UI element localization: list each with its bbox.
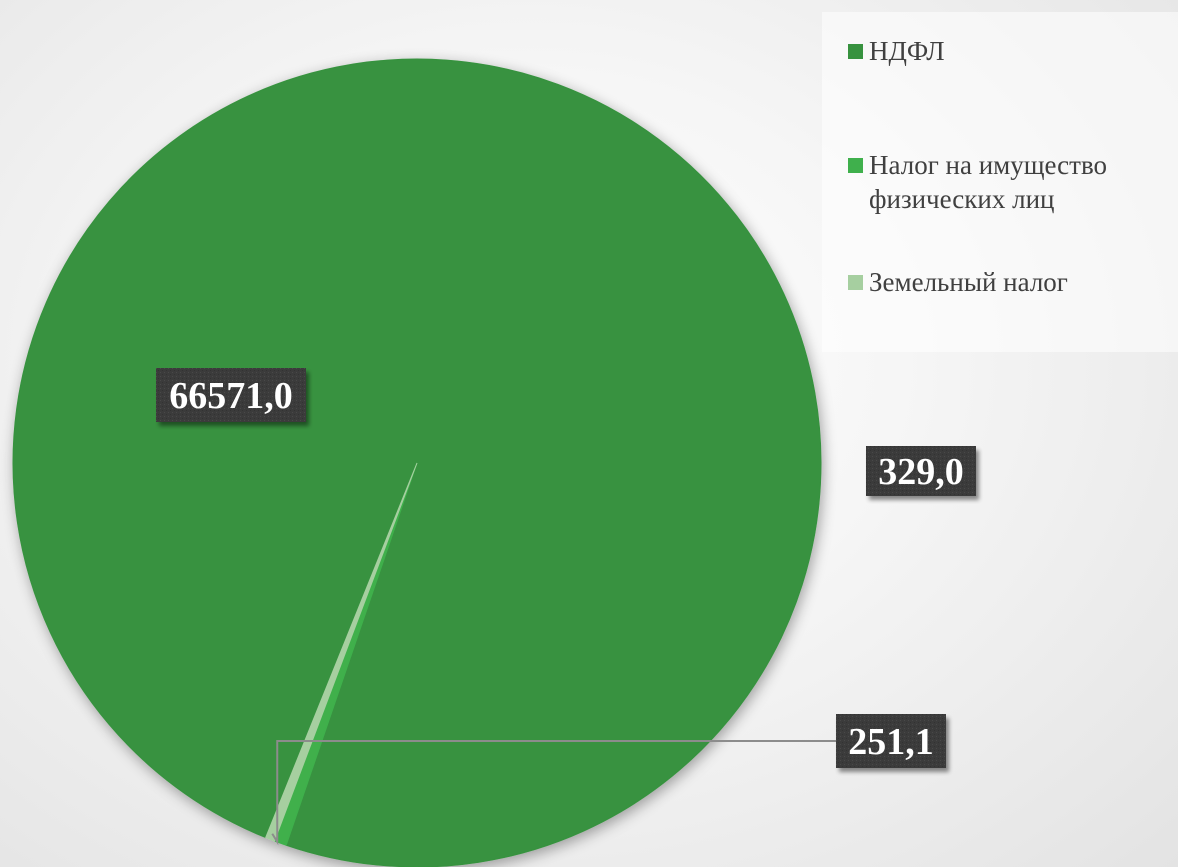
legend-swatch-land-tax: [848, 275, 863, 290]
slice-land-tax: [265, 462, 418, 842]
pie-slices: [12, 58, 822, 867]
leader-lines: [271, 740, 836, 846]
legend-item-land-tax: Земельный налог: [848, 265, 1169, 299]
data-labels: 66571,0 329,0 251,1: [156, 368, 976, 768]
legend-item-ndfl: НДФЛ: [848, 34, 1169, 68]
leader-line-land-tax: [271, 740, 836, 846]
legend-swatch-property-tax: [848, 158, 863, 173]
data-label-property-tax: 329,0: [866, 446, 976, 496]
data-label-land-tax-text: 251,1: [848, 721, 934, 763]
legend-label-property-tax: Налог на имущество физических лиц: [869, 150, 1108, 214]
legend-label-ndfl: НДФЛ: [869, 36, 945, 66]
data-label-ndfl: 66571,0: [156, 368, 306, 422]
legend-label-land-tax: Земельный налог: [869, 267, 1068, 297]
data-label-land-tax: 251,1: [836, 714, 946, 768]
legend-item-property-tax: Налог на имущество физических лиц: [848, 148, 1159, 216]
data-label-ndfl-text: 66571,0: [169, 375, 293, 417]
data-label-property-tax-text: 329,0: [878, 451, 964, 493]
data-label-property-tax-box: [866, 446, 976, 496]
data-label-ndfl-box: [156, 368, 306, 422]
data-label-land-tax-box: [836, 714, 946, 768]
legend-swatch-ndfl: [848, 44, 863, 59]
legend: НДФЛ Налог на имущество физических лиц З…: [822, 12, 1178, 352]
